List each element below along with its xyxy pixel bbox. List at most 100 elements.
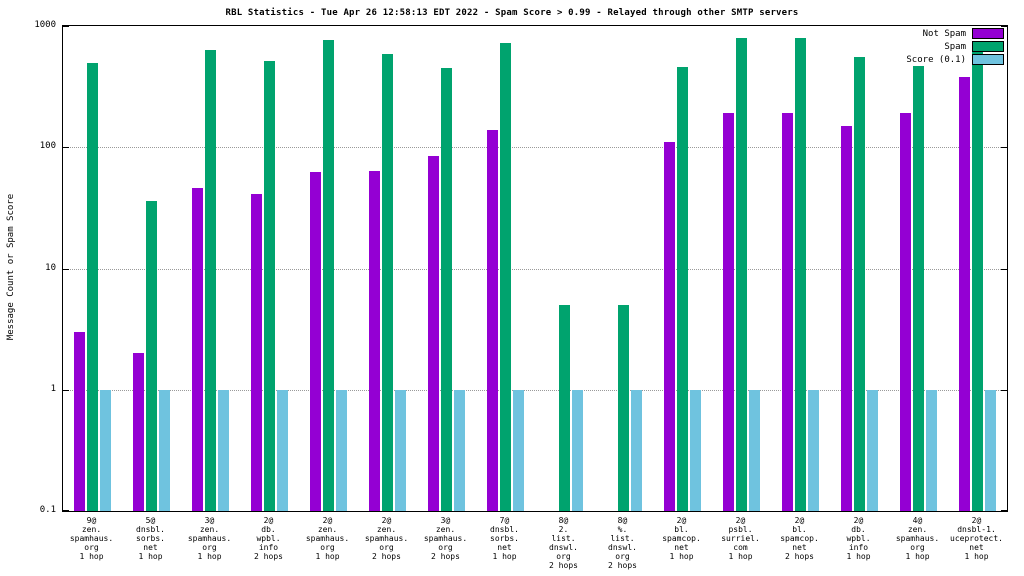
legend-label: Score (0.1) [906,54,966,65]
x-axis-label-line: 1 hop [492,552,517,561]
y-tick-mark [63,26,69,27]
x-axis-label-line: info [848,543,869,552]
legend-row: Score (0.1) [906,53,1004,66]
y-tick-label: 1 [50,383,56,394]
bar-not-spam-8 [487,129,498,511]
x-axis-label-line: db. [851,525,866,534]
x-axis-label-line: 2 hops [608,561,637,570]
x-axis-label-line: 1 hop [315,552,340,561]
bar-score-0-1-8 [513,389,524,511]
x-axis-label-line: 2 hops [431,552,460,561]
bar-not-spam-15 [900,113,911,511]
x-axis-label-line: spamhaus. [305,534,350,543]
x-axis-group-label: 2@ db. wpbl. info 2 hops [254,516,283,561]
x-axis-label-line: org [379,543,394,552]
x-axis-label-line: dnsbl. [136,525,165,534]
x-axis-label-line: 2@ [322,516,333,525]
bar-score-0-1-10 [631,389,642,511]
y-tick-mark [63,389,69,391]
x-axis-label-line: 2 hops [549,561,578,570]
bar-spam-4 [264,61,275,511]
x-axis-label-line: uceprotect. [950,534,1003,543]
x-axis-label-line: spamhaus. [895,534,940,543]
x-axis-label-line: 2@ [971,516,982,525]
x-axis-label-line: org [84,543,99,552]
bar-spam-7 [441,68,452,511]
x-axis-group-label: 8@%. list. dnswl. org 2 hops [608,516,637,570]
bar-score-0-1-15 [926,389,937,511]
x-axis-label-line: 1 hop [197,552,222,561]
bar-score-0-1-16 [985,389,996,511]
x-axis-label-line: 8@ [558,516,569,525]
x-axis-label-line: spamhaus. [69,534,114,543]
x-axis-label-line: info [258,543,279,552]
x-axis-group-label: 5@ dnsbl. sorbs. net 1 hop [136,516,165,561]
bar-spam-13 [795,37,806,511]
x-axis-group-label: 2@ zen. spamhaus. org 1 hop [306,516,349,561]
legend-swatch [972,28,1004,39]
x-axis-label-line: net [674,543,689,552]
chart-title: RBL Statistics - Tue Apr 26 12:58:13 EDT… [225,8,799,18]
y-tick-mark [63,147,69,149]
bar-not-spam-11 [664,142,675,511]
bar-not-spam-7 [428,155,439,511]
x-axis-label-line: zen. [199,525,220,534]
legend-swatch [972,54,1004,65]
legend: Not Spam Spam Score (0.1) [906,27,1004,66]
x-axis-label-line: 9@ [86,516,97,525]
bar-not-spam-14 [841,125,852,511]
gridline [63,147,1007,149]
bar-spam-9 [559,305,570,511]
bar-score-0-1-1 [100,389,111,511]
x-axis-label-line: dnswl. [549,543,578,552]
legend-row: Not Spam [906,27,1004,40]
bar-score-0-1-13 [808,389,819,511]
bar-spam-2 [146,201,157,511]
bar-spam-5 [323,40,334,511]
x-axis-label-line: spamcop. [662,534,701,543]
x-axis-label-line: org [615,552,630,561]
x-axis-label-line: net [792,543,807,552]
x-axis-group-label: 8@ 2. list. dnswl. org 2 hops [549,516,578,570]
gridline [63,389,1007,391]
x-axis-label-line: 8@ [617,516,628,525]
x-axis-label-line: zen. [376,525,397,534]
x-axis-group-label: 2@ bl. spamcop. net 1 hop [662,516,701,561]
x-axis-label-line: 2 hops [254,552,283,561]
x-axis-label-line: 1 hop [669,552,694,561]
bar-not-spam-16 [959,76,970,511]
bar-not-spam-5 [310,172,321,511]
bar-not-spam-13 [782,113,793,511]
y-tick-label: 10 [45,262,56,273]
x-axis-group-label: 3@ zen. spamhaus. org 2 hops [424,516,467,561]
x-axis-label-line: surriel. [721,534,760,543]
x-axis-label-line: 1 hop [138,552,163,561]
bar-not-spam-12 [723,113,734,511]
x-axis-label-line: 2@ [735,516,746,525]
y-tick-mark [1001,147,1007,149]
bar-not-spam-1 [74,331,85,511]
x-axis-group-label: 2@ dnsbl-1. uceprotect. net 1 hop [950,516,1003,561]
bar-score-0-1-9 [572,389,583,511]
x-axis-label-line: db. [261,525,276,534]
bar-spam-16 [972,48,983,511]
y-tick-mark [63,268,69,270]
x-axis-label-line: wpbl. [256,534,281,543]
x-axis-label-line: 1 hop [846,552,871,561]
x-axis-label-line: 2@ [676,516,687,525]
x-axis-label-line: list. [610,534,635,543]
y-tick-label: 1000 [34,20,56,30]
x-axis-group-label: 2@ db. wpbl. info 1 hop [846,516,870,561]
bar-spam-10 [618,305,629,511]
x-axis-group-label: 7@ dnsbl. sorbs. net 1 hop [490,516,519,561]
bar-not-spam-2 [133,353,144,511]
x-axis-label-line: org [438,543,453,552]
x-axis-label-line: net [143,543,158,552]
x-axis-label-line: sorbs. [490,534,519,543]
y-tick-mark [1001,510,1007,511]
legend-swatch [972,41,1004,52]
x-axis-label-line: zen. [435,525,456,534]
bar-score-0-1-2 [159,389,170,511]
x-axis-label-line: net [497,543,512,552]
